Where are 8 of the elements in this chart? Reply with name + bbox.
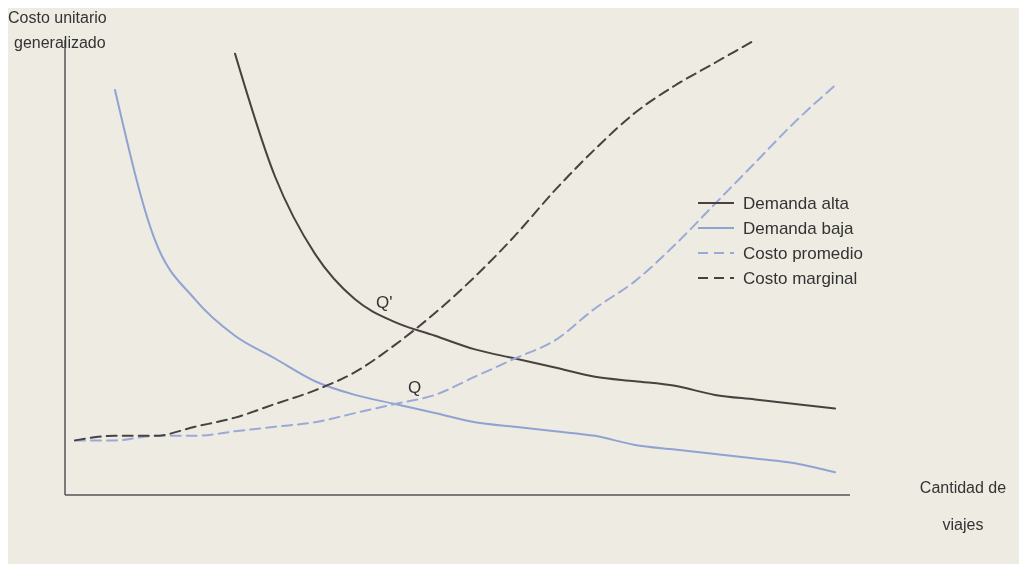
legend-label: Costo promedio (743, 244, 864, 263)
y-axis-title: Costo unitario generalizado (8, 9, 107, 51)
annotation: Q (408, 378, 422, 397)
text: Cantidad de viajes (919, 479, 1007, 533)
legend-label: Demanda baja (743, 219, 855, 238)
legend-label: Costo marginal (743, 269, 858, 288)
annotation: Q' (376, 293, 393, 312)
legend-label: Demanda alta (743, 194, 850, 213)
